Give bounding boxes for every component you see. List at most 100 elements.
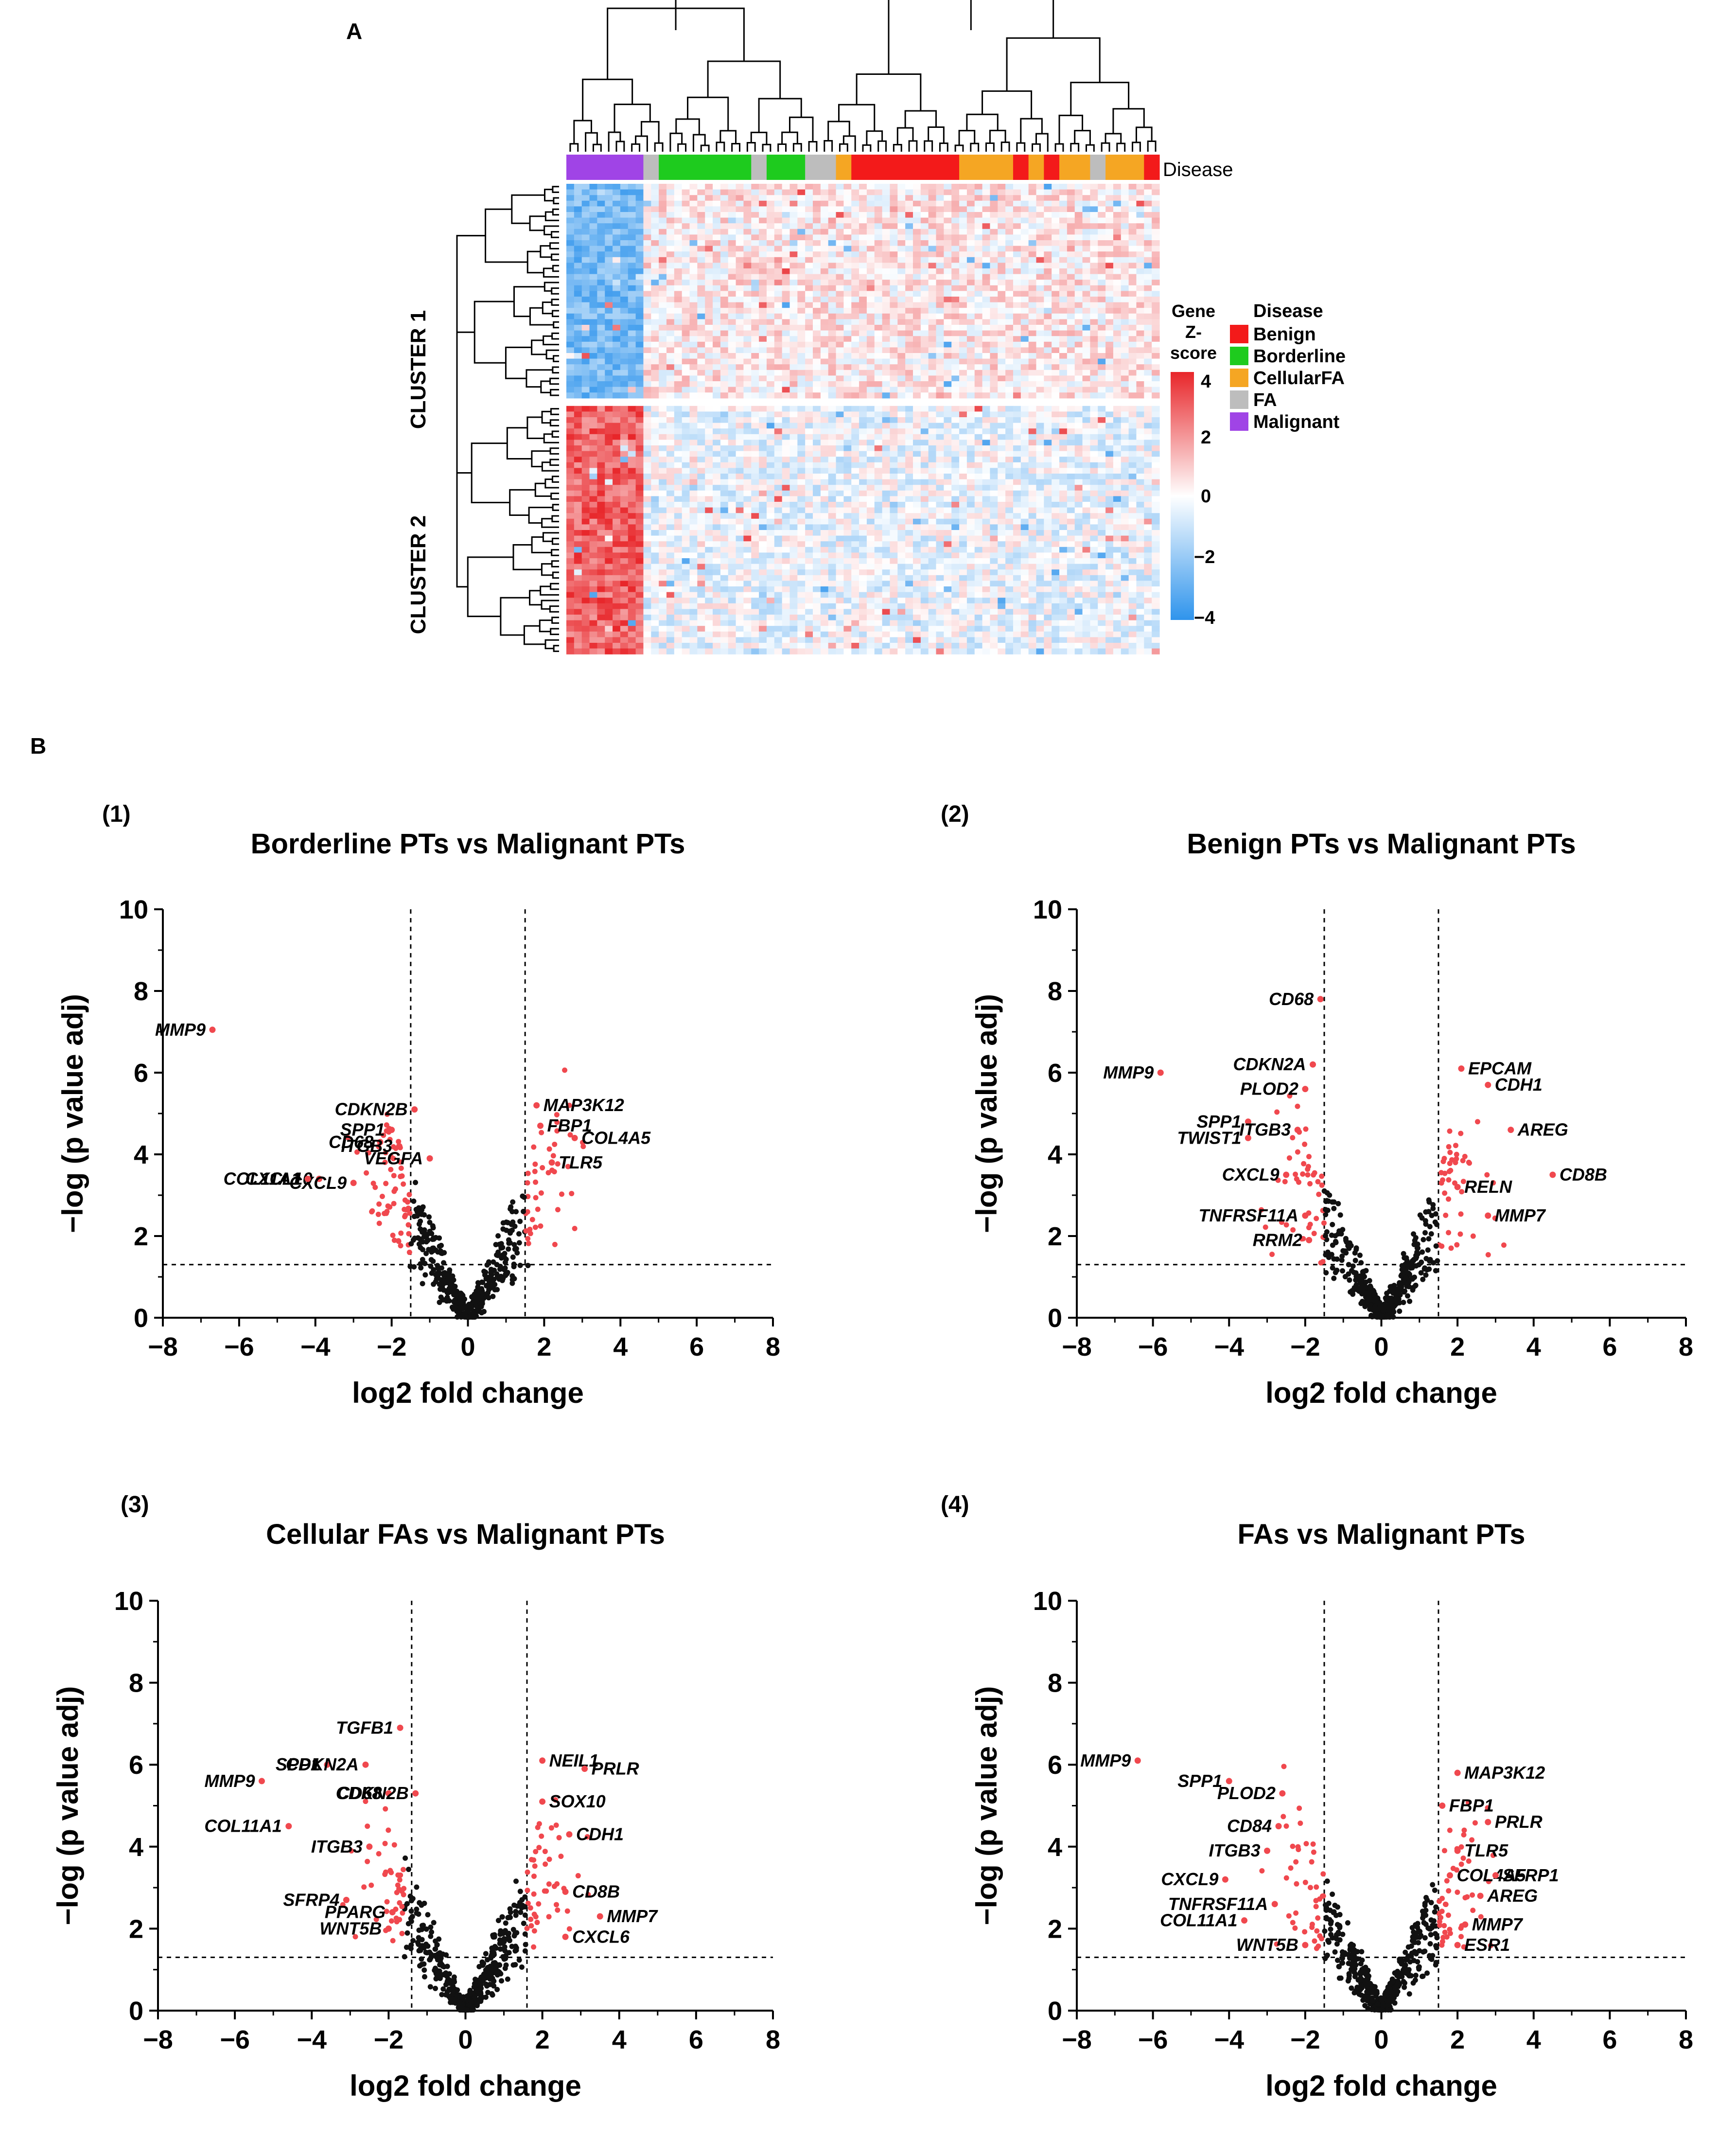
heatmap-cell [1005,251,1013,257]
heatmap-cell [674,428,682,434]
heatmap-cell [690,274,698,280]
heatmap-cell [674,297,682,302]
heatmap-cell [1067,440,1075,445]
heatmap-cell [897,392,905,398]
heatmap-cell [1090,375,1098,381]
heatmap-cell [1052,440,1059,445]
heatmap-cell [913,240,921,246]
heatmap-cell [574,319,582,325]
heatmap-cell [905,370,913,376]
heatmap-cell [1036,417,1044,423]
heatmap-cell [1029,234,1036,240]
heatmap-cell [743,440,751,445]
heatmap-cell [1029,280,1036,285]
heatmap-cell [929,201,936,207]
heatmap-cell [929,234,936,240]
heatmap-cell [651,445,659,451]
heatmap-cell [851,234,859,240]
heatmap-cell [951,218,959,224]
heatmap-cell [636,530,644,536]
heatmap-cell [1129,206,1137,212]
heatmap-cell [1121,375,1129,381]
heatmap-cell [674,411,682,417]
heatmap-cell [929,434,936,440]
heatmap-cell [805,457,813,462]
heatmap-cell [990,342,998,348]
heatmap-cell [1129,251,1137,257]
heatmap-cell [975,314,982,319]
heatmap-cell [1059,325,1067,331]
heatmap-cell [1083,297,1090,302]
heatmap-cell [875,519,882,525]
heatmap-cell [1044,485,1052,491]
heatmap-cell [1021,285,1029,291]
heatmap-cell [851,297,859,302]
heatmap-cell [843,457,851,462]
heatmap-cell [1090,457,1098,462]
heatmap-cell [705,519,713,525]
heatmap-cell [1129,411,1137,417]
heatmap-cell [821,502,828,508]
heatmap-cell [836,485,844,491]
heatmap-cell [1067,319,1075,325]
heatmap-cell [1113,257,1121,263]
heatmap-cell [843,502,851,508]
heatmap-cell [1021,246,1029,252]
heatmap-cell [628,223,636,229]
heatmap-cell [836,201,844,207]
heatmap-cell [705,375,713,381]
heatmap-cell [982,519,990,525]
heatmap-cell [1113,342,1121,348]
heatmap-cell [1152,375,1159,381]
dendrogram-branch [693,135,705,152]
heatmap-cell [574,280,582,285]
heatmap-cell [959,411,967,417]
heatmap-cell [574,479,582,485]
heatmap-cell [905,263,913,268]
heatmap-cell [620,479,628,485]
heatmap-cell [1021,206,1029,212]
heatmap-cell [1036,218,1044,224]
heatmap-cell [759,195,767,201]
heatmap-cell [897,359,905,365]
heatmap-cell [682,519,690,525]
heatmap-cell [713,325,720,331]
heatmap-cell [774,331,782,336]
heatmap-cell [720,325,728,331]
heatmap-cell [605,474,613,479]
heatmap-cell [774,536,782,542]
heatmap-cell [682,240,690,246]
heatmap-cell [890,314,897,319]
heatmap-cell [705,423,713,429]
heatmap-cell [905,206,913,212]
heatmap-cell [967,291,975,297]
heatmap-cell [843,229,851,235]
heatmap-cell [720,206,728,212]
heatmap-cell [1098,381,1105,387]
heatmap-cell [759,440,767,445]
heatmap-cell [674,218,682,224]
heatmap-cell [875,474,882,479]
heatmap-cell [905,381,913,387]
heatmap-cell [851,268,859,274]
heatmap-cell [659,392,666,398]
heatmap-cell [1067,428,1075,434]
heatmap-cell [913,302,921,308]
heatmap-cell [736,524,744,530]
heatmap-cell [959,451,967,457]
heatmap-cell [843,491,851,496]
annotation-cell [867,155,875,180]
heatmap-cell [998,445,1005,451]
heatmap-cell [713,347,720,353]
heatmap-cell [566,314,574,319]
heatmap-cell [751,257,759,263]
heatmap-cell [921,434,929,440]
heatmap-cell [897,375,905,381]
heatmap-cell [1098,190,1105,195]
dendrogram-branch [544,268,559,277]
heatmap-cell [913,297,921,302]
heatmap-cell [782,536,790,542]
heatmap-cell [1075,263,1083,268]
heatmap-cell [736,451,744,457]
heatmap-cell [1113,392,1121,398]
